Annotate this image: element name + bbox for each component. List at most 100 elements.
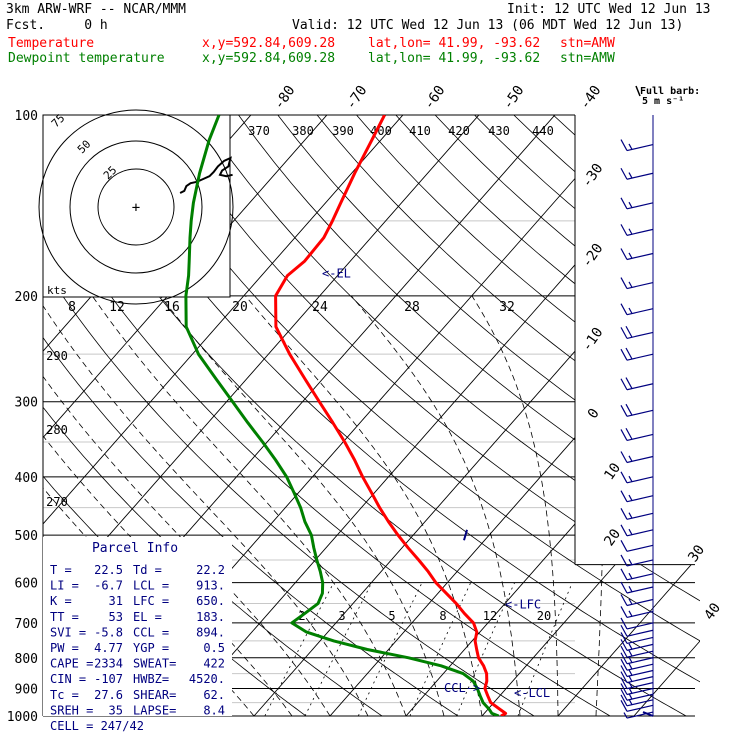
parcel-info-background (43, 537, 232, 716)
theta-label: 410 (409, 124, 431, 138)
wind-barb (623, 711, 654, 719)
hodograph-ring (69, 140, 203, 274)
parcel-label: Td = (133, 563, 162, 577)
wind-barb (620, 451, 654, 464)
wind-barb-feather (620, 508, 628, 520)
parcel-value: -107 (94, 672, 123, 686)
wind-barb (620, 403, 654, 417)
parcel-value: 183. (196, 610, 225, 624)
dry-adiabat (474, 115, 700, 716)
parcel-value: 4.77 (94, 641, 123, 655)
parcel-label: SHEAR= (133, 688, 176, 702)
wind-barb (620, 347, 654, 361)
wind-barb (620, 568, 654, 581)
dry-adiabat (592, 115, 700, 716)
wind-barb-shaft (626, 586, 654, 594)
parcel-value: 8.4 (203, 703, 225, 717)
wind-barb-feather (628, 252, 633, 259)
wind-barb-feather (620, 658, 628, 671)
isotherm-label: -10 (579, 325, 607, 355)
model-title: 3km ARW-WRF -- NCAR/MMM (6, 2, 187, 17)
wind-barb-shaft (626, 308, 654, 316)
temperature-xy: x,y=592.84,609.28 (202, 36, 336, 51)
wind-barb-feather (625, 325, 633, 338)
wind-barb-feather (628, 650, 633, 657)
wind-barb-feather (628, 281, 633, 288)
storm-motion-tick (463, 529, 468, 541)
barb-legend-value: 5 m s⁻¹ (642, 96, 684, 107)
wind-barb-feather (620, 671, 628, 683)
moist-adiabat (582, 295, 604, 716)
pressure-tick-label: 800 (15, 652, 38, 667)
isotherm-line (546, 115, 700, 716)
dry-adiabat (80, 115, 700, 716)
wind-barb-feather (620, 594, 628, 606)
wind-barb-feather (620, 683, 628, 695)
wind-barb (620, 606, 654, 619)
wind-barb-shaft (626, 544, 654, 552)
temperature-legend-label: Temperature (8, 36, 95, 51)
pressure-tick-label: 900 (15, 682, 38, 697)
wind-barb-feather (628, 687, 633, 694)
wind-barb (620, 658, 654, 671)
parcel-label: TT = (50, 610, 79, 624)
isotherm-label: 30 (685, 542, 708, 565)
wind-barb-feather (625, 403, 633, 416)
wind-barb-shaft (626, 636, 654, 644)
isotherm-line (318, 115, 700, 716)
dry-adiabat (198, 115, 700, 716)
dry-adiabat (159, 115, 700, 716)
init-time: Init: 12 UTC Wed 12 Jun 13 (507, 2, 711, 17)
wind-barb-shaft (626, 663, 654, 671)
dewpoint-trace (184, 115, 500, 716)
pressure-tick-label: 500 (15, 529, 38, 544)
wind-barb-feather (625, 427, 633, 440)
theta-label: 390 (332, 124, 354, 138)
parcel-value: 27.6 (94, 688, 123, 702)
mixing-ratio-label: 12 (483, 609, 497, 623)
pressure-tick-label: 1000 (7, 710, 38, 725)
wind-barb-feather (620, 645, 628, 658)
lifted-mixing-label: 20 (232, 300, 248, 315)
wind-barb-feather (620, 606, 628, 618)
wind-barb (620, 671, 654, 684)
parcel-value: 31 (109, 594, 123, 608)
parcel-label: CIN = (50, 672, 86, 686)
wind-barb-shaft (626, 202, 654, 210)
wind-barb-shaft (626, 669, 654, 678)
parcel-label: Tc = (50, 688, 79, 702)
wind-barb-feather (628, 512, 633, 519)
wind-barb-feather (628, 455, 633, 462)
wind-barb-shaft (626, 650, 654, 658)
parcel-value: 2334 (94, 657, 123, 671)
parcel-label: YGP = (133, 641, 169, 655)
wind-barb (620, 639, 654, 651)
isotherm-label: 40 (701, 600, 724, 623)
parcel-value: 4520. (189, 672, 225, 686)
barb-legend-title: Full barb: (640, 86, 700, 97)
wind-barb-shaft (626, 495, 654, 503)
theta-label: 440 (532, 124, 554, 138)
lifted-mixing-label: 16 (164, 300, 180, 315)
wind-barb (620, 167, 654, 180)
wind-barb-feather (628, 643, 633, 650)
wind-barb (620, 303, 654, 316)
wind-barb-feather (620, 639, 628, 651)
theta-label: 380 (292, 124, 314, 138)
wind-barb (620, 508, 654, 520)
wind-barb-feather (620, 405, 628, 417)
wind-barb-feather (620, 581, 628, 594)
temperature-latlon: lat,lon= 41.99, -93.62 (368, 36, 541, 51)
wind-barb-shaft (626, 331, 654, 339)
parcel-label: SVI = (50, 625, 86, 639)
wind-barb-feather (620, 248, 628, 260)
wind-barb-feather (620, 139, 628, 151)
wind-barb-feather (625, 347, 633, 360)
pressure-tick-label: 700 (15, 617, 38, 632)
wind-barb-feather (628, 572, 633, 579)
level-marker-lcl: <-LCL (514, 686, 550, 700)
dry-adiabat (552, 115, 700, 716)
isotherm-line (43, 115, 491, 716)
wind-barb-feather (620, 303, 628, 315)
pressure-tick-label: 200 (15, 290, 38, 305)
